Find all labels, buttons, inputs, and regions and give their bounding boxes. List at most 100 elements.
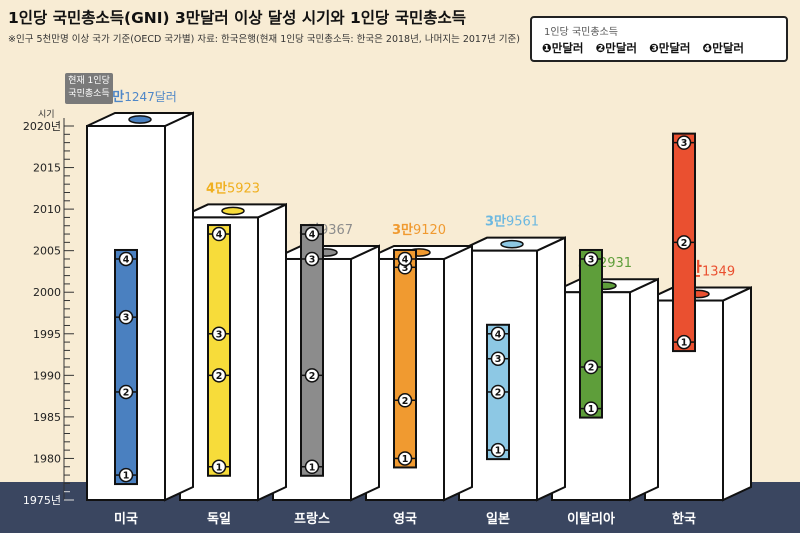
legend-item-2: ❷만달러 bbox=[595, 41, 637, 55]
legend-item-1: ❶만달러 bbox=[542, 41, 584, 55]
milestone-marker bbox=[676, 235, 692, 250]
milestone-marker bbox=[397, 451, 413, 466]
milestone-label: 1 bbox=[216, 462, 223, 473]
milestone-label: 4 bbox=[402, 254, 409, 265]
value-label-rest: 9120 bbox=[413, 223, 446, 238]
milestone-label: 2 bbox=[402, 396, 409, 407]
category-label: 미국 bbox=[114, 511, 138, 527]
y-tick-label: 2010 bbox=[33, 203, 61, 216]
country-box bbox=[458, 236, 566, 502]
milestone-label: 4 bbox=[123, 254, 130, 265]
legend: 1인당 국민총소득 ❶만달러 ❷만달러 ❸만달러 ❹만달러 bbox=[530, 16, 788, 62]
country-box bbox=[551, 277, 659, 502]
current-gni-pill-line2: 국민총소득 bbox=[68, 89, 110, 99]
y-tick-label: 1995 bbox=[33, 328, 61, 341]
milestone-label: 2 bbox=[495, 387, 502, 398]
milestone-marker bbox=[676, 135, 692, 150]
milestone-marker bbox=[304, 368, 320, 383]
milestone-marker bbox=[211, 226, 227, 242]
value-label: 3만9561 bbox=[485, 214, 539, 230]
milestone-marker bbox=[118, 251, 134, 267]
milestone-label: 2 bbox=[309, 371, 316, 382]
legend-item-4: ❹만달러 bbox=[702, 41, 744, 55]
milestone-label: 4 bbox=[495, 329, 502, 340]
milestone-bar bbox=[114, 248, 138, 486]
value-label: 4만5923 bbox=[206, 180, 260, 196]
milestone-label: 3 bbox=[681, 138, 688, 149]
y-tick-label: 1985 bbox=[33, 411, 61, 424]
milestone-label: 2 bbox=[588, 363, 595, 374]
milestone-bar bbox=[300, 224, 324, 477]
milestone-label: 1 bbox=[681, 338, 688, 349]
milestone-label: 3 bbox=[216, 329, 223, 340]
category-label: 독일 bbox=[207, 512, 231, 527]
source-note: ※인구 5천만명 이상 국가 기준(OECD 국가별) 자료: 한국은행(현재 … bbox=[8, 34, 520, 45]
category-label: 영국 bbox=[393, 512, 417, 527]
milestone-label: 3 bbox=[588, 254, 595, 265]
milestone-label: 2 bbox=[123, 387, 130, 398]
milestone-marker bbox=[490, 326, 506, 342]
country-box bbox=[272, 244, 380, 502]
milestone-label: 1 bbox=[309, 462, 316, 473]
y-tick-label: 2015 bbox=[33, 162, 61, 175]
milestone-marker bbox=[118, 309, 134, 325]
milestone-marker bbox=[583, 401, 599, 416]
milestone-marker bbox=[118, 467, 134, 483]
milestone-label: 2 bbox=[216, 371, 223, 382]
milestone-marker bbox=[397, 251, 413, 267]
current-gni-pill-line1: 현재 1인당 bbox=[68, 76, 110, 86]
box-side bbox=[350, 244, 380, 502]
milestone-marker bbox=[211, 459, 227, 475]
y-tick-label: 2000 bbox=[33, 286, 61, 299]
category-label: 프랑스 bbox=[294, 512, 330, 527]
box-hole bbox=[500, 239, 524, 249]
milestone-label: 4 bbox=[216, 230, 223, 241]
value-label: 6만1247달러 bbox=[103, 89, 177, 105]
category-label: 일본 bbox=[486, 512, 510, 527]
milestone-marker bbox=[211, 326, 227, 342]
milestone-marker bbox=[397, 393, 413, 408]
box-side bbox=[722, 285, 752, 502]
value-label-rest: 1247달러 bbox=[124, 90, 177, 104]
y-axis-label: 시기 bbox=[38, 110, 55, 120]
milestone-marker bbox=[490, 384, 506, 400]
box-side bbox=[164, 111, 194, 502]
chart-title: 1인당 국민총소득(GNI) 3만달러 이상 달성 시기와 1인당 국민총소득 bbox=[8, 9, 466, 27]
milestone-marker bbox=[583, 359, 599, 375]
milestone-label: 1 bbox=[495, 446, 502, 457]
milestone-bar bbox=[579, 248, 603, 419]
y-tick-label: 2005 bbox=[33, 245, 61, 258]
milestone-label: 2 bbox=[681, 238, 688, 249]
country-box bbox=[179, 202, 287, 502]
value-label: 3만9120 bbox=[392, 222, 446, 238]
milestone-marker bbox=[304, 459, 320, 475]
milestone-bar bbox=[393, 248, 417, 469]
legend-title: 1인당 국민총소득 bbox=[544, 27, 618, 38]
milestone-marker bbox=[211, 368, 227, 383]
box-side bbox=[257, 202, 287, 502]
value-label-main: 3만 bbox=[392, 222, 413, 238]
milestone-marker bbox=[490, 351, 506, 366]
value-label-main: 3만 bbox=[485, 214, 506, 230]
box-side bbox=[443, 244, 473, 502]
milestone-marker bbox=[676, 334, 692, 350]
milestone-marker bbox=[118, 384, 134, 400]
value-label-rest: 2931 bbox=[599, 256, 632, 271]
y-tick-label: 1990 bbox=[33, 369, 61, 382]
milestone-label: 3 bbox=[309, 254, 316, 265]
milestone-label: 1 bbox=[123, 471, 130, 482]
category-label: 이탈리아 bbox=[567, 511, 615, 527]
milestone-bar bbox=[207, 224, 231, 477]
milestone-marker bbox=[304, 251, 320, 267]
category-label: 한국 bbox=[672, 511, 696, 527]
milestone-label: 3 bbox=[123, 313, 130, 324]
milestone-marker bbox=[583, 251, 599, 267]
box-hole bbox=[128, 115, 152, 124]
value-label-main: 4만 bbox=[206, 180, 227, 196]
country-box bbox=[365, 244, 473, 502]
box-side bbox=[629, 277, 659, 502]
value-label-rest: 9367 bbox=[320, 223, 353, 238]
value-label-rest: 5923 bbox=[227, 181, 260, 196]
milestone-label: 3 bbox=[402, 263, 409, 274]
y-tick-label: 2020년 bbox=[23, 120, 61, 133]
